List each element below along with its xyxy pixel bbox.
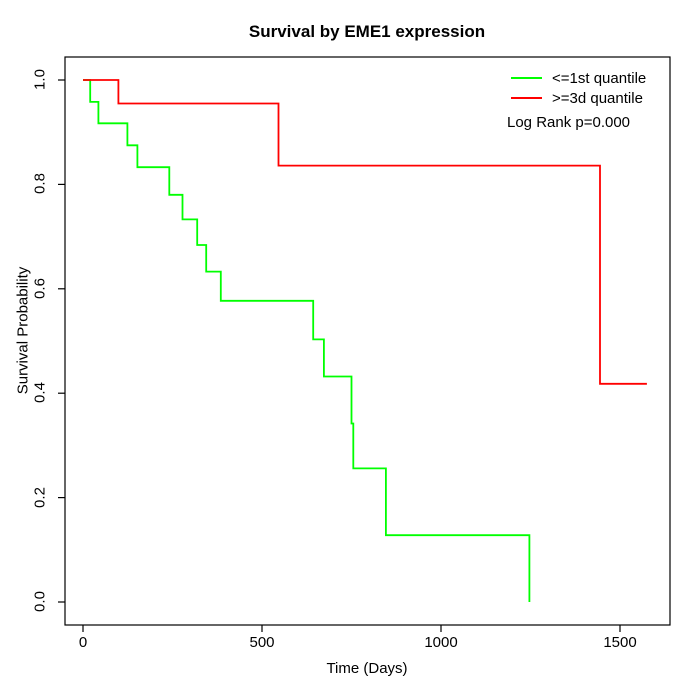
x-tick-label-500: 500 bbox=[249, 634, 275, 651]
x-tick-label-0: 0 bbox=[78, 634, 88, 651]
legend-label-third-quantile: >=3d quantile bbox=[552, 90, 643, 107]
y-axis-label: Survival Probability bbox=[14, 266, 32, 395]
km-curve-1 bbox=[83, 79, 647, 385]
y-tick-label-0.8: 0.8 bbox=[31, 173, 49, 194]
log-rank-annotation: Log Rank p=0.000 bbox=[507, 114, 631, 131]
y-tick-label-0.2: 0.2 bbox=[31, 487, 49, 508]
plot-border bbox=[64, 56, 671, 626]
legend-line-red bbox=[511, 97, 542, 99]
y-tick-label-1.0: 1.0 bbox=[31, 69, 49, 90]
y-tick-label-0.0: 0.0 bbox=[31, 591, 49, 612]
legend-label-first-quantile: <=1st quantile bbox=[552, 70, 647, 87]
y-tick-label-0.4: 0.4 bbox=[31, 382, 49, 403]
legend-line-green bbox=[511, 77, 542, 79]
x-axis-label: Time (Days) bbox=[326, 660, 408, 677]
y-tick-label-0.6: 0.6 bbox=[31, 278, 49, 299]
chart-title: Survival by EME1 expression bbox=[248, 22, 486, 41]
km-curve-0 bbox=[83, 79, 531, 602]
x-tick-label-1500: 1500 bbox=[603, 634, 637, 651]
x-tick-label-1000: 1000 bbox=[424, 634, 458, 651]
